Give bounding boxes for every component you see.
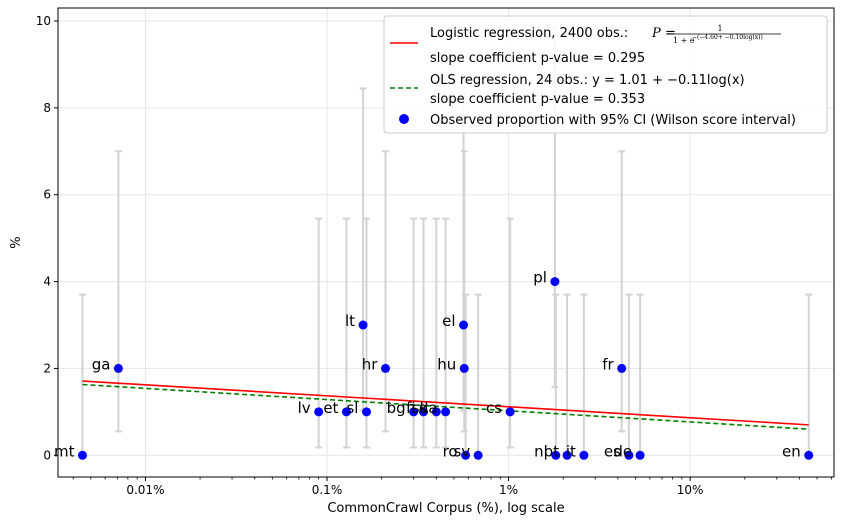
point-lt [358,320,368,330]
legend-observed-label: Observed proportion with 95% CI (Wilson … [430,113,796,128]
point-label-ga: ga [92,355,111,373]
point-de [635,450,645,460]
point-pt [562,450,572,460]
y-tick-label: 6 [43,188,51,202]
x-tick-label: 1% [499,483,518,497]
point-bg [409,407,419,417]
legend-logistic-pvalue: slope coefficient p-value = 0.295 [430,51,645,66]
point-label-en: en [782,442,801,460]
point-fi [418,407,428,417]
point-fr [617,363,627,373]
legend-box [383,15,828,134]
error-bars [78,26,813,457]
point-label-hr: hr [362,355,379,373]
point-hr [380,363,390,373]
point-label-es: es [604,442,621,460]
point-el [459,320,469,330]
point-label-lt: lt [345,312,355,330]
legend-logistic-equals: = [665,26,676,41]
y-axis-label: % [9,236,24,248]
legend-ols-title: OLS regression, 24 obs.: y = 1.01 + −0.1… [430,73,745,88]
point-ro [461,450,471,460]
point-label-nl: nl [534,442,548,460]
axis-ticks: 0 2 4 6 8 10 0.01% 0.1% 1% 10% [36,14,832,497]
point-label-sv: sv [453,442,470,460]
point-cs [505,407,515,417]
legend-ols-pvalue: slope coefficient p-value = 0.353 [430,92,645,107]
y-tick-label: 4 [43,275,51,289]
point-es [624,450,634,460]
point-en [804,450,814,460]
point-label-bg: bg [387,399,406,417]
point-label-pl: pl [533,269,547,287]
point-label-mt: mt [54,442,75,460]
point-label-ro: ro [443,442,458,460]
y-tick-label: 2 [43,361,51,375]
y-tick-label: 10 [36,14,51,28]
logistic-fit-line [82,380,809,426]
point-et [341,407,351,417]
point-ga [113,363,123,373]
point-label-pt: pt [544,442,560,460]
legend-logistic-lhs: P [651,26,661,41]
point-label-fi: fi [406,399,415,417]
point-label-sl: sl [346,399,358,417]
y-tick-label: 8 [43,101,51,115]
point-label-hu: hu [437,355,456,373]
point-sk [431,407,441,417]
point-label-el: el [442,312,455,330]
point-lv [314,407,324,417]
legend-logistic-numerator: 1 [717,24,722,33]
point-sv [473,450,483,460]
fit-lines [82,380,809,431]
point-label-fr: fr [602,355,614,373]
x-axis-label: CommonCrawl Corpus (%), log scale [327,501,564,516]
point-sl [361,407,371,417]
x-tick-label: 10% [677,483,704,497]
point-label-da: da [419,399,438,417]
legend-logistic-denominator: 1 + e [673,36,695,45]
point-pl [550,277,560,287]
data-points [77,277,814,460]
legend-logistic-prefix: Logistic regression, 2400 obs.: [430,26,628,41]
point-label-it: it [566,442,576,460]
x-tick-label: 0.01% [126,483,164,497]
axes-frame [57,7,835,478]
y-tick-label: 0 [43,448,51,462]
point-mt [77,450,87,460]
legend-logistic-exponent: −(−4.60+ −0.10log(x)) [692,34,763,41]
point-hu [459,363,469,373]
point-label-lv: lv [298,399,311,417]
legend: Logistic regression, 2400 obs.: P = 1 1 … [383,15,828,134]
x-tick-label: 0.1% [312,483,343,497]
point-it [579,450,589,460]
point-label-et: et [323,399,338,417]
ols-fit-line [82,383,809,431]
point-da [441,407,451,417]
point-label-de: de [613,442,632,460]
point-label-cs: cs [486,399,502,417]
point-label-sk: sk [412,399,429,417]
legend-observed-marker [399,114,409,124]
point-nl [551,450,561,460]
